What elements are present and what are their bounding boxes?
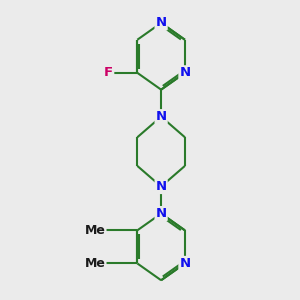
Text: N: N: [156, 207, 167, 220]
Text: Me: Me: [85, 257, 106, 270]
Text: N: N: [179, 257, 191, 270]
Text: N: N: [156, 180, 167, 193]
Text: Me: Me: [85, 224, 106, 237]
Text: N: N: [179, 66, 191, 79]
Text: N: N: [156, 16, 167, 29]
Text: N: N: [156, 110, 167, 123]
Text: F: F: [104, 66, 113, 79]
